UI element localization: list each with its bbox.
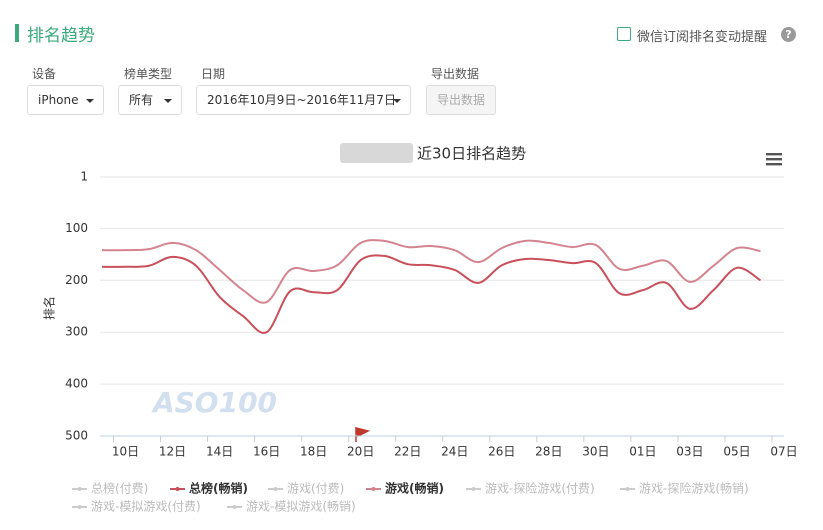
- x-tick-label: 05日: [723, 445, 750, 459]
- x-tick-label: 28日: [535, 445, 562, 459]
- legend-label[interactable]: 游戏(付费): [287, 482, 344, 496]
- filter-label: 导出数据: [431, 67, 480, 81]
- legend-swatch-dot[interactable]: [77, 487, 82, 491]
- legend-label[interactable]: 游戏(畅销): [385, 481, 444, 496]
- legend-swatch-dot[interactable]: [625, 487, 630, 491]
- menu-icon[interactable]: [766, 153, 782, 166]
- x-tick-label: 26日: [488, 445, 515, 459]
- x-tick-label: 22日: [394, 445, 421, 459]
- legend-swatch-dot[interactable]: [175, 487, 180, 491]
- series-line: [101, 254, 762, 334]
- x-tick-label: 20日: [347, 445, 374, 459]
- y-axis-title: 排名: [42, 296, 57, 320]
- flag-icon: [354, 426, 371, 442]
- legend-swatch-dot[interactable]: [273, 487, 278, 491]
- legend-swatch-dot[interactable]: [371, 487, 376, 491]
- series-line: [101, 239, 761, 304]
- title-accent: [15, 24, 19, 42]
- x-tick-label: 16日: [253, 445, 280, 459]
- y-tick-label: 300: [65, 325, 88, 339]
- legend-label[interactable]: 游戏-模拟游戏(畅销): [246, 500, 356, 514]
- x-tick-label: 30日: [582, 445, 609, 459]
- help-icon[interactable]: ?: [781, 27, 796, 42]
- section-title: 排名趋势: [27, 26, 95, 46]
- filter-label: 日期: [201, 67, 226, 81]
- blurred-app-name: [340, 143, 413, 163]
- filter-label: 榜单类型: [124, 67, 173, 81]
- y-tick-label: 200: [65, 273, 88, 287]
- export-button[interactable]: 导出数据: [426, 85, 496, 115]
- checkbox[interactable]: [617, 27, 631, 41]
- legend-label[interactable]: 游戏-探险游戏(畅销): [639, 481, 749, 496]
- x-tick-label: 07日: [770, 445, 797, 459]
- x-tick-label: 03日: [676, 445, 703, 459]
- legend-swatch-dot[interactable]: [232, 505, 237, 509]
- checkbox-label[interactable]: 微信订阅排名变动提醒: [637, 30, 768, 45]
- x-tick-label: 01日: [629, 445, 656, 459]
- y-tick-label: 100: [65, 221, 88, 235]
- x-tick-label: 14日: [206, 445, 233, 459]
- legend-label[interactable]: 游戏-模拟游戏(付费): [91, 500, 201, 514]
- legend-swatch-dot[interactable]: [471, 487, 476, 491]
- filter-label: 设备: [32, 67, 57, 81]
- y-tick-label: 1: [80, 170, 88, 184]
- x-tick-label: 12日: [159, 445, 186, 459]
- device-dropdown[interactable]: iPhone: [27, 85, 104, 115]
- legend-swatch-dot[interactable]: [77, 505, 82, 509]
- legend-label[interactable]: 总榜(畅销): [189, 481, 248, 496]
- legend-label[interactable]: 游戏-探险游戏(付费): [485, 481, 595, 496]
- legend-label[interactable]: 总榜(付费): [91, 481, 148, 496]
- watermark: ASO100: [151, 386, 277, 419]
- list-type-dropdown[interactable]: 所有: [118, 85, 182, 115]
- x-tick-label: 10日: [112, 445, 139, 459]
- chart-title: 近30日排名趋势: [417, 145, 526, 163]
- x-tick-label: 24日: [441, 445, 468, 459]
- y-tick-label: 500: [65, 429, 88, 443]
- y-tick-label: 400: [65, 377, 88, 391]
- x-tick-label: 18日: [300, 445, 327, 459]
- date-dropdown[interactable]: 2016年10月9日~2016年11月7日: [196, 85, 411, 115]
